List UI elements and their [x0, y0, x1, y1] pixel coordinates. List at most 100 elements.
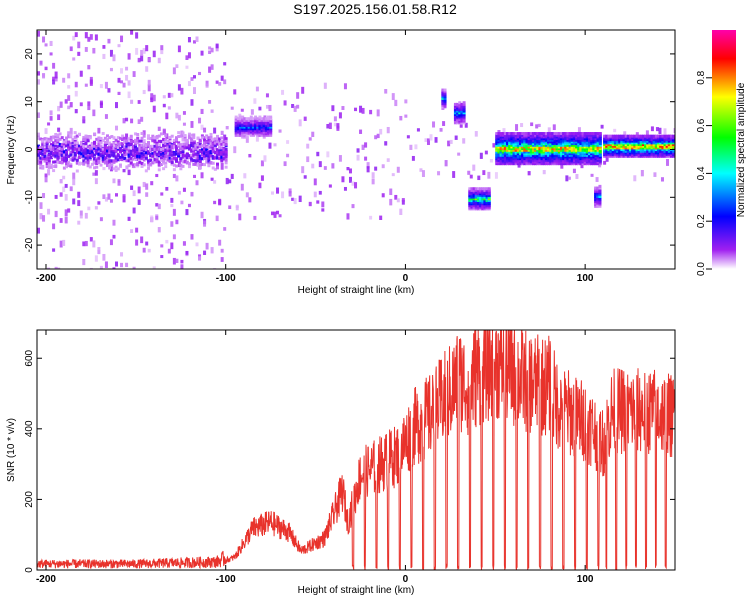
spectrogram-feature-cell — [527, 147, 531, 151]
spectrogram-feature-cell — [45, 162, 49, 166]
spectrogram-feature-cell — [267, 130, 271, 134]
spectrogram-noise-cell — [343, 83, 347, 90]
spectrogram-feature-cell — [479, 187, 483, 191]
spectrogram-feature-cell — [590, 162, 594, 166]
spectrogram-feature-cell — [525, 135, 529, 139]
spectrogram-feature-cell — [179, 163, 183, 167]
spectrogram-feature-cell — [497, 132, 501, 136]
spectrogram-noise-cell — [447, 140, 451, 147]
spectrogram-feature-cell — [585, 137, 589, 141]
spectrogram-feature-cell — [542, 143, 546, 147]
spectrogram-feature-cell — [503, 157, 507, 161]
spectrogram-feature-cell — [588, 150, 592, 154]
spectrogram-feature-cell — [245, 118, 249, 122]
spectrogram-feature-cell — [667, 144, 671, 148]
spectrogram-feature-cell — [101, 159, 105, 163]
spectrogram-feature-cell — [566, 133, 570, 137]
spectrogram-feature-cell — [626, 141, 630, 145]
spectrogram-noise-cell — [127, 216, 131, 221]
spectrogram-noise-cell — [192, 174, 196, 179]
spectrogram-feature-cell — [672, 136, 675, 140]
spectrogram-feature-cell — [175, 138, 179, 142]
spectrogram-feature-cell — [203, 138, 207, 142]
spectrogram-feature-cell — [575, 153, 579, 157]
spectrogram-feature-cell — [495, 148, 499, 152]
spectrogram-noise-cell — [233, 89, 237, 95]
spectrogram-feature-cell — [555, 145, 559, 149]
spectrogram-noise-cell — [57, 127, 61, 132]
spectrogram-feature-cell — [568, 145, 572, 149]
colorbar-tick-label: 0.8 — [696, 70, 707, 84]
spectrogram-noise-cell — [333, 122, 337, 127]
spectrogram-feature-cell — [234, 115, 238, 119]
spectrogram-feature-cell — [155, 155, 159, 159]
spectrogram-feature-cell — [579, 155, 583, 159]
spectrogram-feature-cell — [646, 134, 650, 138]
spectrogram-feature-cell — [495, 143, 499, 147]
spectrogram-feature-cell — [497, 140, 501, 144]
spectrogram-feature-cell — [551, 152, 555, 156]
spectrogram-feature-cell — [56, 140, 60, 144]
spectrogram-feature-cell — [470, 188, 474, 192]
spectrogram-noise-cell — [391, 173, 395, 177]
spectrogram-feature-cell — [639, 141, 643, 145]
spectrogram-feature-cell — [657, 153, 661, 157]
spectrogram-feature-cell — [249, 128, 253, 132]
spectrogram-feature-cell — [577, 158, 581, 162]
spectrogram-feature-cell — [159, 147, 163, 151]
spectrogram-feature-cell — [512, 155, 516, 159]
spectrogram-feature-cell — [95, 159, 99, 163]
spectrogram-feature-cell — [207, 154, 211, 158]
spectrogram-feature-cell — [243, 133, 247, 137]
spectrogram-feature-cell — [542, 162, 546, 166]
spectrogram-feature-cell — [140, 139, 144, 143]
spectrogram-noise-cell — [72, 35, 76, 41]
spectrogram-feature-cell — [512, 145, 516, 149]
spectrogram-noise-cell — [567, 176, 571, 180]
spectrogram-feature-cell — [234, 133, 238, 137]
spectrogram-feature-cell — [577, 157, 581, 161]
spectrogram-feature-cell — [667, 153, 671, 157]
spectrogram-feature-cell — [562, 147, 566, 151]
spectrogram-feature-cell — [652, 153, 656, 157]
snr-ytick-label: 600 — [24, 349, 35, 366]
spectrogram-feature-cell — [635, 154, 639, 158]
spectrogram-feature-cell — [585, 152, 589, 156]
spectrogram-feature-cell — [97, 145, 101, 149]
spectrogram-feature-cell — [633, 143, 637, 147]
spectrogram-feature-cell — [609, 151, 613, 155]
spectrogram-feature-cell — [476, 188, 480, 192]
spectrogram-feature-cell — [659, 136, 663, 140]
spectrogram-feature-cell — [603, 146, 607, 150]
spectrogram-feature-cell — [657, 154, 661, 158]
spectrogram-feature-cell — [559, 138, 563, 142]
spectrogram-noise-cell — [291, 197, 295, 201]
spectrogram-feature-cell — [77, 144, 81, 148]
spectrogram-feature-cell — [598, 143, 602, 147]
spectrogram-feature-cell — [123, 136, 127, 140]
spectrogram-feature-cell — [596, 198, 600, 202]
spectrogram-feature-cell — [624, 149, 628, 153]
spectrogram-feature-cell — [538, 132, 542, 136]
spectrogram-feature-cell — [598, 152, 602, 156]
spectrogram-noise-cell — [52, 223, 56, 230]
spectrogram-feature-cell — [39, 146, 43, 150]
spectrogram-feature-cell — [568, 152, 572, 156]
spectrogram-feature-cell — [503, 132, 507, 136]
colorbar-tick-label: 0.0 — [696, 262, 707, 276]
spectrogram-feature-cell — [503, 147, 507, 151]
spectrogram-feature-cell — [462, 116, 466, 120]
spectrogram-feature-cell — [620, 148, 624, 152]
spectrogram-noise-cell — [298, 119, 302, 127]
spectrogram-feature-cell — [566, 157, 570, 161]
spectrogram-feature-cell — [639, 134, 643, 138]
spectrogram-feature-cell — [646, 138, 650, 142]
spectrogram-feature-cell — [234, 122, 238, 126]
spectrogram-noise-cell — [155, 215, 159, 220]
spectrogram-feature-cell — [508, 135, 512, 139]
spectrogram-noise-cell — [265, 104, 269, 109]
spectrogram-feature-cell — [97, 143, 101, 147]
spectrogram-feature-cell — [553, 160, 557, 164]
spectrogram-feature-cell — [241, 127, 245, 131]
spectrogram-feature-cell — [267, 133, 271, 137]
